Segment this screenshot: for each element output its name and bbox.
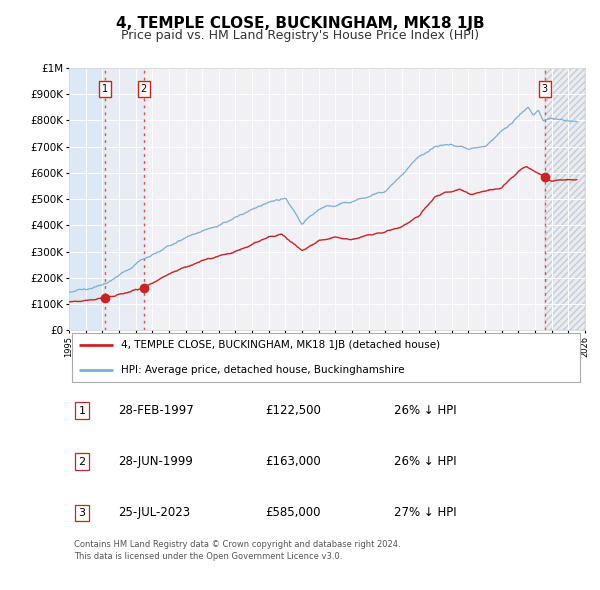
Bar (105, 68, 144, 330)
Text: Contains HM Land Registry data © Crown copyright and database right 2024.
This d: Contains HM Land Registry data © Crown c… (74, 540, 401, 561)
Bar (545, 68, 585, 330)
Text: 3: 3 (541, 84, 548, 94)
Text: 27% ↓ HPI: 27% ↓ HPI (394, 506, 457, 519)
Text: £163,000: £163,000 (265, 455, 321, 468)
Text: 3: 3 (79, 508, 85, 518)
Text: 4, TEMPLE CLOSE, BUCKINGHAM, MK18 1JB: 4, TEMPLE CLOSE, BUCKINGHAM, MK18 1JB (116, 16, 484, 31)
Text: 4, TEMPLE CLOSE, BUCKINGHAM, MK18 1JB (detached house): 4, TEMPLE CLOSE, BUCKINGHAM, MK18 1JB (d… (121, 340, 440, 350)
Text: £585,000: £585,000 (265, 506, 320, 519)
Text: 25-JUL-2023: 25-JUL-2023 (118, 506, 190, 519)
Text: 28-JUN-1999: 28-JUN-1999 (118, 455, 193, 468)
Bar (545, 68, 585, 330)
Text: 1: 1 (102, 84, 108, 94)
Text: 2: 2 (79, 457, 85, 467)
Bar (69, 68, 105, 330)
Text: HPI: Average price, detached house, Buckinghamshire: HPI: Average price, detached house, Buck… (121, 365, 404, 375)
Text: £122,500: £122,500 (265, 404, 321, 417)
Text: 2: 2 (140, 84, 147, 94)
Text: 28-FEB-1997: 28-FEB-1997 (118, 404, 194, 417)
Text: 26% ↓ HPI: 26% ↓ HPI (394, 455, 457, 468)
Text: 1: 1 (79, 405, 85, 415)
Text: Price paid vs. HM Land Registry's House Price Index (HPI): Price paid vs. HM Land Registry's House … (121, 30, 479, 42)
FancyBboxPatch shape (71, 333, 580, 382)
Text: 26% ↓ HPI: 26% ↓ HPI (394, 404, 457, 417)
